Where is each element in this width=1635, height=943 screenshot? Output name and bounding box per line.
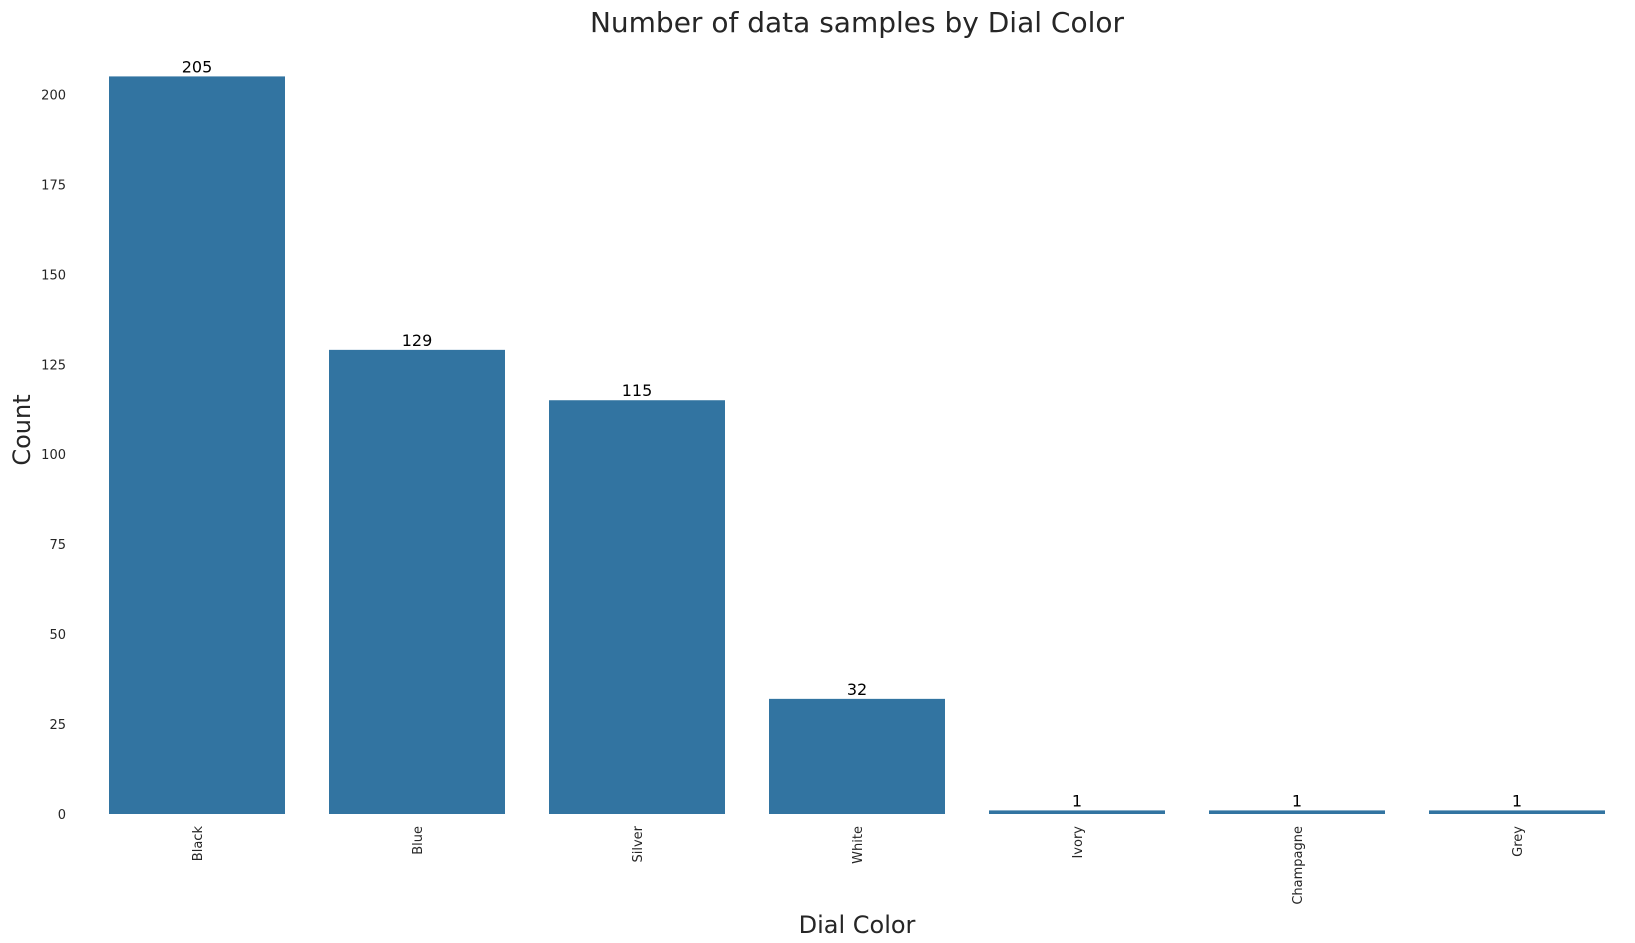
data-label-grey: 1 xyxy=(1512,791,1522,810)
bar-white xyxy=(769,698,945,814)
data-labels-group: 205 129 115 32 1 1 1 xyxy=(182,57,1522,810)
data-label-silver: 115 xyxy=(622,381,653,400)
chart-title: Number of data samples by Dial Color xyxy=(590,6,1125,39)
x-tick-label-champagne: Champagne xyxy=(1291,826,1306,905)
bars-group xyxy=(109,76,1605,814)
bar-grey xyxy=(1429,810,1605,814)
bar-black xyxy=(109,76,285,814)
x-tick-label-white: White xyxy=(851,826,866,864)
y-tick-label: 125 xyxy=(41,358,66,373)
data-label-white: 32 xyxy=(847,680,867,699)
x-axis-ticks: Black Blue Silver White Ivory Champagne Grey xyxy=(191,825,1526,904)
data-label-ivory: 1 xyxy=(1072,791,1082,810)
data-label-blue: 129 xyxy=(402,331,433,350)
x-tick-label-blue: Blue xyxy=(411,826,426,855)
y-tick-label: 50 xyxy=(49,628,66,643)
x-tick-label-ivory: Ivory xyxy=(1071,826,1086,859)
x-axis-label: Dial Color xyxy=(799,911,916,939)
y-tick-label: 25 xyxy=(49,718,66,733)
x-tick-label-black: Black xyxy=(191,826,206,862)
y-tick-label: 200 xyxy=(41,88,66,103)
y-tick-label: 175 xyxy=(41,178,66,193)
bar-champagne xyxy=(1209,810,1385,814)
x-tick-label-grey: Grey xyxy=(1511,826,1526,857)
y-tick-label: 75 xyxy=(49,538,66,553)
bar-silver xyxy=(549,400,725,814)
data-label-champagne: 1 xyxy=(1292,791,1302,810)
y-axis-ticks: 0 25 50 75 100 125 150 175 200 xyxy=(41,88,66,823)
bar-blue xyxy=(329,349,505,814)
data-label-black: 205 xyxy=(182,57,213,76)
y-tick-label: 150 xyxy=(41,268,66,283)
y-axis-label: Count xyxy=(8,394,36,465)
x-tick-label-silver: Silver xyxy=(631,825,646,862)
bar-ivory xyxy=(989,810,1165,814)
y-tick-label: 0 xyxy=(58,808,66,823)
y-tick-label: 100 xyxy=(41,448,66,463)
